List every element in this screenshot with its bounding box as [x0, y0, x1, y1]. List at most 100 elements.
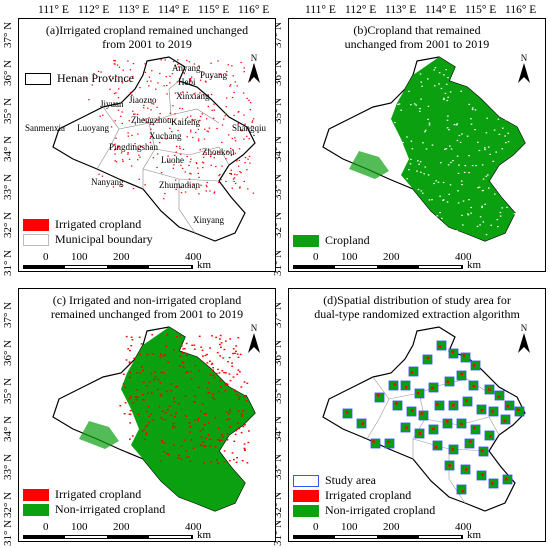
irrigated-pixel — [244, 424, 246, 426]
non-cropland-pixel — [482, 189, 484, 192]
irrigated-pixel — [188, 178, 191, 180]
irrigated-pixel — [418, 432, 422, 435]
non-cropland-pixel — [453, 124, 456, 126]
irrigated-pixel — [185, 342, 188, 345]
non-cropland-pixel — [408, 169, 410, 171]
irrigated-pixel — [215, 166, 217, 168]
lat-label: 35° N — [2, 97, 14, 124]
irrigated-pixel — [161, 137, 163, 139]
irrigated-pixel — [210, 461, 212, 463]
irrigated-pixel — [204, 445, 207, 448]
non-cropland-pixel — [513, 213, 516, 215]
panel-b: (b)Cropland that remained unchanged from… — [288, 18, 546, 272]
irrigated-pixel — [113, 60, 115, 62]
irrigated-pixel — [155, 88, 157, 90]
irrigated-pixel — [133, 357, 136, 360]
irrigated-pixel — [207, 131, 209, 133]
irrigated-pixel — [145, 433, 148, 436]
non-cropland-pixel — [416, 67, 419, 69]
irrigated-pixel — [127, 79, 129, 81]
irrigated-pixel — [213, 153, 216, 155]
irrigated-pixel — [197, 419, 199, 421]
irrigated-pixel — [188, 164, 190, 166]
irrigated-pixel — [193, 63, 196, 65]
irrigated-pixel — [85, 78, 87, 80]
scale-bar-gap — [65, 266, 107, 268]
legend-item: Municipal boundary — [23, 232, 153, 247]
lat-label: 31° N — [2, 519, 14, 546]
irrigated-pixel — [217, 60, 219, 62]
irrigated-pixel — [149, 141, 152, 144]
irrigated-pixel — [221, 165, 223, 167]
non-cropland-pixel — [493, 181, 495, 183]
non-cropland-pixel — [514, 199, 517, 201]
irrigated-pixel — [224, 383, 227, 386]
irrigated-pixel — [167, 453, 170, 456]
irrigated-pixel — [505, 477, 508, 481]
irrigated-pixel — [142, 381, 145, 384]
irrigated-pixel — [192, 184, 194, 186]
irrigated-pixel — [191, 344, 194, 346]
non-cropland-pixel — [449, 91, 452, 93]
non-cropland-pixel — [397, 103, 399, 105]
study-area-tile — [370, 438, 381, 449]
non-cropland-pixel — [517, 109, 519, 112]
scale-tick: 400 — [455, 251, 472, 263]
irrigated-pixel — [127, 135, 129, 137]
irrigated-pixel — [120, 185, 123, 187]
irrigated-pixel — [117, 146, 119, 148]
irrigated-pixel — [150, 392, 153, 394]
irrigated-pixel — [224, 340, 227, 342]
non-irrigated-swatch — [293, 504, 319, 517]
irrigated-pixel — [240, 415, 243, 417]
panel-c-legend: Irrigated cropland Non-irrigated croplan… — [23, 487, 165, 517]
non-cropland-pixel — [512, 81, 515, 83]
irrigated-pixel — [198, 193, 200, 195]
irrigated-pixel — [200, 346, 203, 348]
irrigated-pixel — [223, 118, 225, 120]
irrigated-pixel — [156, 388, 159, 391]
irrigated-pixel — [175, 412, 177, 414]
non-cropland-pixel — [447, 77, 449, 79]
irrigated-pixel — [189, 431, 191, 433]
irrigated-pixel — [153, 378, 156, 381]
irrigated-pixel — [205, 81, 207, 83]
north-label: N — [250, 323, 258, 333]
non-cropland-pixel — [474, 109, 477, 111]
irrigated-pixel — [167, 160, 169, 162]
non-cropland-pixel — [452, 160, 454, 162]
study-area-tile — [478, 446, 489, 457]
non-cropland-pixel — [481, 164, 484, 166]
irrigated-pixel — [160, 172, 163, 174]
irrigated-pixel — [166, 84, 168, 87]
lon-label: 114° E — [425, 4, 457, 16]
irrigated-pixel — [193, 93, 195, 95]
irrigated-pixel — [112, 186, 115, 188]
irrigated-pixel — [246, 97, 248, 99]
non-cropland-pixel — [408, 90, 410, 92]
irrigated-pixel — [145, 432, 148, 434]
legend-label: Non-irrigated cropland — [325, 503, 436, 517]
irrigated-pixel — [436, 403, 439, 406]
non-cropland-pixel — [447, 96, 449, 98]
irrigated-pixel — [148, 415, 151, 418]
irrigated-pixel — [189, 161, 192, 163]
study-area-tile — [504, 400, 515, 411]
scale-bar-gap — [149, 536, 191, 538]
city-label: Luoyang — [77, 123, 109, 133]
irrigated-pixel — [134, 143, 136, 145]
irrigated-pixel — [252, 118, 255, 120]
non-cropland-pixel — [428, 124, 431, 126]
irrigated-pixel — [252, 192, 255, 194]
irrigated-pixel — [198, 138, 200, 140]
non-cropland-pixel — [482, 72, 485, 74]
irrigated-pixel — [225, 372, 227, 374]
irrigated-pixel — [199, 410, 202, 413]
irrigated-pixel — [205, 184, 208, 186]
irrigated-pixel — [178, 81, 181, 83]
irrigated-pixel — [237, 369, 240, 371]
non-cropland-pixel — [439, 212, 441, 214]
irrigated-pixel — [205, 413, 208, 415]
non-cropland-pixel — [478, 149, 481, 152]
irrigated-pixel — [189, 81, 191, 83]
